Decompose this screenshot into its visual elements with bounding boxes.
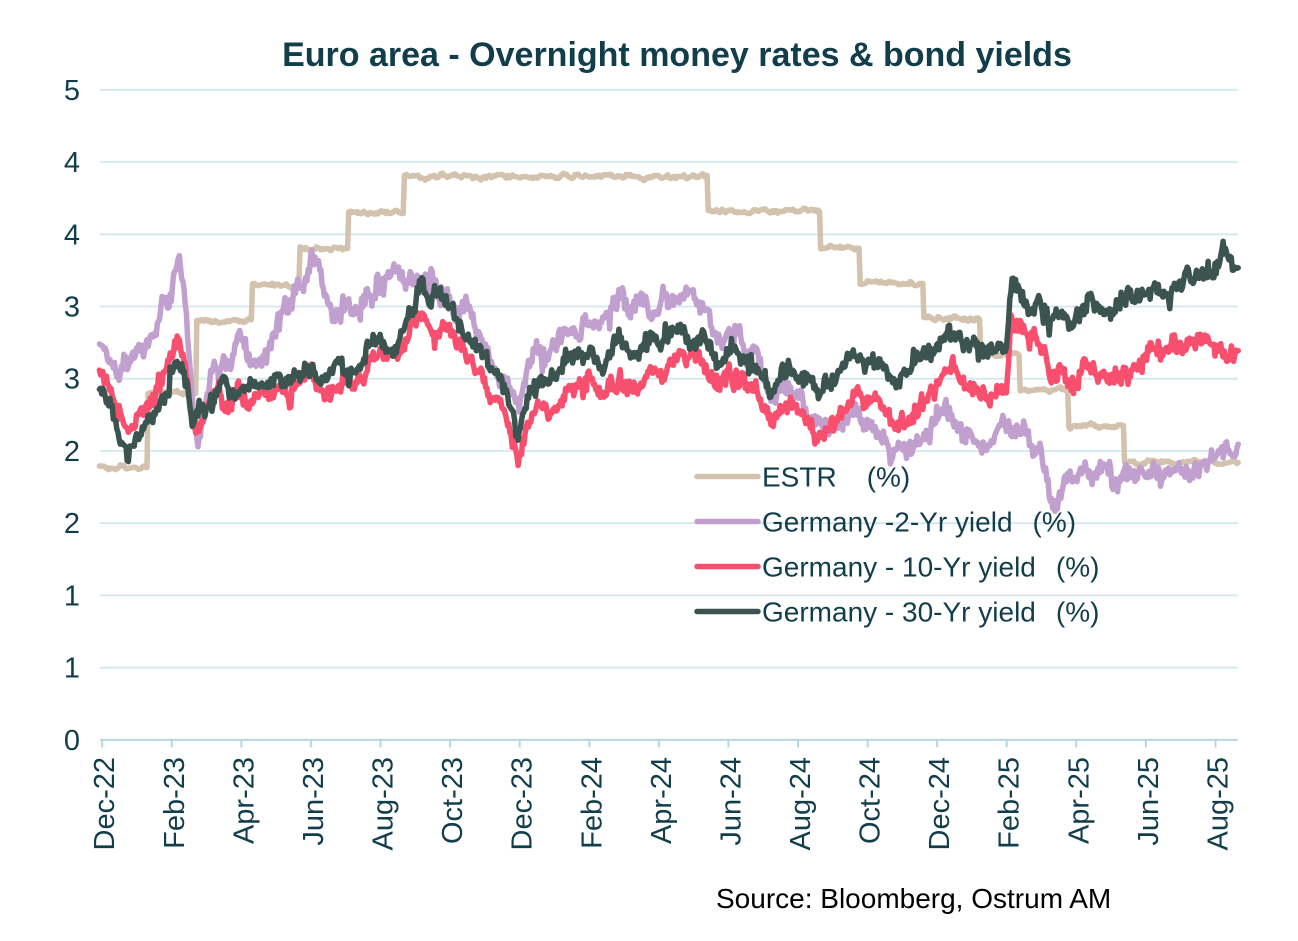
svg-text:Feb-23: Feb-23 (159, 757, 191, 849)
svg-text:Feb-25: Feb-25 (994, 757, 1026, 849)
svg-text:Aug-25: Aug-25 (1203, 757, 1235, 851)
svg-text:1: 1 (64, 580, 80, 612)
svg-text:4: 4 (64, 147, 80, 179)
svg-text:Dec-22: Dec-22 (89, 757, 121, 851)
svg-text:Aug-23: Aug-23 (368, 757, 400, 851)
svg-text:3: 3 (64, 292, 80, 324)
svg-text:Euro area - Overnight money ra: Euro area - Overnight money rates & bond… (282, 36, 1072, 74)
svg-text:5: 5 (64, 75, 80, 107)
svg-text:ESTR(%): ESTR (%) (762, 462, 910, 493)
svg-text:2: 2 (64, 436, 80, 468)
svg-text:Source: Bloomberg, Ostrum AM: Source: Bloomberg, Ostrum AM (716, 883, 1111, 914)
svg-text:Jun-23: Jun-23 (298, 757, 330, 846)
svg-text:Oct-23: Oct-23 (437, 757, 469, 844)
svg-text:Apr-25: Apr-25 (1063, 757, 1095, 844)
svg-text:0: 0 (64, 725, 80, 757)
svg-text:Apr-24: Apr-24 (646, 757, 678, 844)
svg-text:1: 1 (64, 653, 80, 685)
svg-text:Jun-25: Jun-25 (1133, 757, 1165, 846)
svg-text:4: 4 (64, 219, 80, 251)
svg-text:Aug-24: Aug-24 (785, 757, 817, 851)
svg-text:2: 2 (64, 508, 80, 540)
svg-text:Jun-24: Jun-24 (715, 757, 747, 846)
svg-text:Dec-23: Dec-23 (507, 757, 539, 851)
svg-text:Apr-23: Apr-23 (228, 757, 260, 844)
svg-text:Feb-24: Feb-24 (576, 757, 608, 849)
svg-text:Dec-24: Dec-24 (924, 757, 956, 851)
svg-text:Oct-24: Oct-24 (855, 757, 887, 844)
svg-text:3: 3 (64, 364, 80, 396)
